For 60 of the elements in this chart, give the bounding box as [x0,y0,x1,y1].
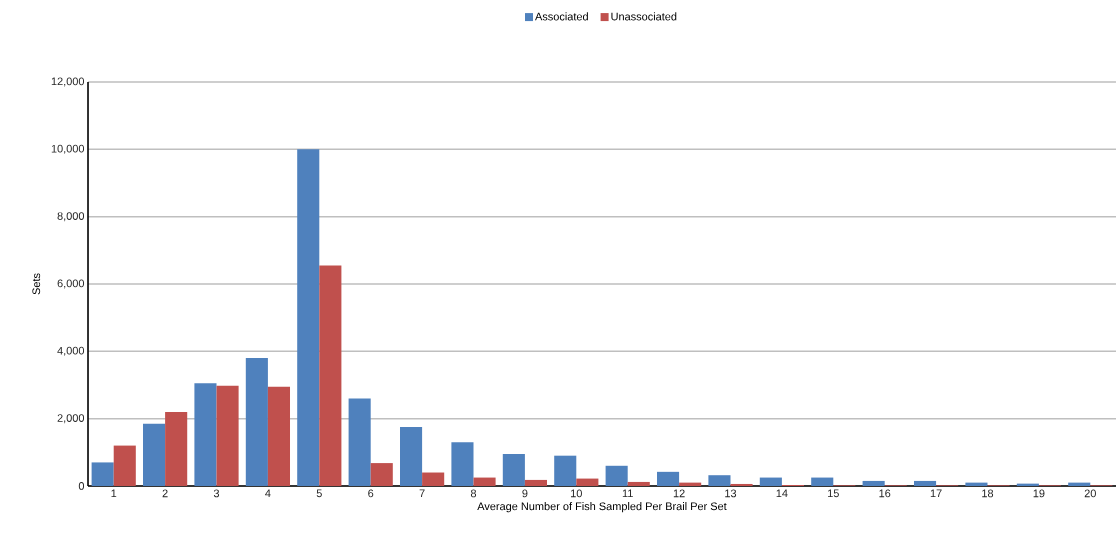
x-tick-label: 10 [571,489,582,498]
bar [400,427,423,486]
y-tick-label: 10,000 [51,144,85,154]
bar [422,472,445,486]
bar [319,265,342,486]
x-tick-label: 16 [879,489,891,498]
bar [605,465,628,486]
x-tick-label: 9 [522,489,528,498]
bar [194,383,217,486]
bar [165,411,188,486]
x-tick-label: 19 [1033,489,1045,498]
bar [502,454,525,486]
x-tick-label: 1 [111,489,117,498]
bar [627,481,650,486]
x-tick-label: 7 [419,489,425,498]
bar [267,386,291,486]
x-tick-label: 8 [470,489,477,498]
bar [297,149,320,486]
bar [811,477,834,486]
x-tick-label: 20 [1084,489,1096,498]
bar [759,477,782,486]
y-axis-title: Sets [32,273,41,295]
bar [91,462,114,486]
x-tick-label: 15 [828,489,839,498]
x-tick-label: 14 [776,489,788,498]
bar [554,455,577,486]
y-tick-label: 8,000 [57,212,85,222]
bar [524,479,547,486]
bar [862,480,885,486]
bar [708,475,731,486]
x-tick-label: 5 [316,489,322,498]
y-tick-label: 2,000 [57,414,85,424]
bar [657,471,680,486]
legend-label: Unassociated [611,12,677,21]
bar [451,442,474,486]
x-tick-label: 12 [673,489,685,498]
y-tick-label: 6,000 [57,279,85,289]
bar [348,398,371,486]
bar [216,385,239,486]
x-tick-label: 3 [213,489,220,498]
x-axis-title: Average Number of Fish Sampled Per Brail Per Set [477,502,727,513]
x-tick-label: 18 [982,489,994,498]
bar [473,477,496,486]
bar [143,423,166,486]
x-tick-label: 4 [265,489,271,498]
bar [730,483,753,486]
x-tick-label: 13 [725,489,737,498]
legend-label: Associated [535,12,588,21]
x-tick-label: 6 [368,489,374,498]
x-tick-label: 2 [162,489,168,498]
bar [113,445,136,486]
bar [576,478,599,486]
y-tick-label: 12,000 [51,77,85,87]
bar [245,358,268,486]
y-tick-label: 0 [78,482,85,490]
y-tick-label: 4,000 [57,346,85,356]
bar [370,463,393,486]
x-tick-label: 17 [930,489,942,498]
bar [913,480,937,486]
x-tick-label: 11 [622,489,633,498]
